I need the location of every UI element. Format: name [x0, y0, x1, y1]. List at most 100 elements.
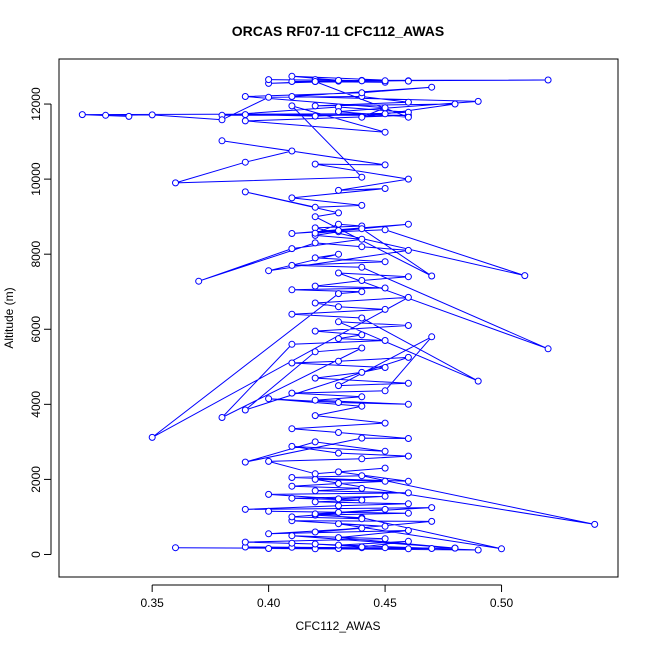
data-point — [288, 245, 296, 253]
data-point — [358, 331, 366, 339]
data-point — [311, 102, 319, 110]
data-point — [311, 160, 319, 168]
data-point — [311, 374, 319, 382]
data-point — [358, 77, 366, 85]
data-point — [335, 290, 342, 298]
data-point — [544, 76, 552, 84]
data-point — [335, 502, 342, 510]
data-point — [381, 522, 389, 530]
data-point — [358, 524, 366, 532]
data-point — [335, 357, 342, 365]
data-point — [381, 364, 389, 371]
data-point — [288, 359, 296, 367]
data-point — [335, 495, 342, 503]
data-point — [288, 147, 296, 155]
data-point — [381, 258, 389, 266]
data-point — [428, 504, 436, 512]
data-point — [311, 282, 319, 290]
data-point — [241, 188, 249, 196]
data-point — [311, 203, 319, 211]
data-point — [335, 220, 342, 228]
data-point — [335, 468, 342, 476]
data-point — [311, 396, 319, 404]
data-point — [358, 484, 366, 492]
data-point — [381, 337, 389, 344]
data-point — [265, 545, 273, 552]
data-point — [288, 194, 296, 202]
data-point — [521, 272, 529, 280]
data-point — [335, 508, 342, 516]
data-point — [125, 112, 133, 120]
data-point — [404, 489, 412, 497]
data-point — [218, 137, 226, 145]
data-point — [358, 368, 366, 376]
data-point — [311, 299, 319, 307]
data-point — [335, 335, 342, 343]
data-point — [404, 246, 412, 254]
data-point — [358, 314, 366, 322]
data-point — [288, 442, 296, 450]
data-point — [404, 77, 412, 85]
data-point — [404, 527, 412, 534]
data-point — [358, 393, 366, 401]
data-point — [404, 273, 412, 281]
data-point — [265, 76, 273, 84]
data-point — [241, 93, 249, 100]
data-point — [335, 480, 342, 487]
data-point — [404, 452, 412, 460]
data-point — [381, 419, 389, 427]
y-tick-label: 10000 — [29, 162, 43, 196]
data-point — [358, 263, 366, 271]
x-tick-label: 0.40 — [257, 596, 281, 610]
data-point — [381, 544, 389, 552]
data-point — [265, 490, 273, 498]
data-point — [358, 472, 366, 480]
data-point — [544, 345, 552, 353]
series-line — [82, 75, 595, 551]
data-point — [358, 277, 366, 284]
data-point — [358, 344, 366, 352]
data-point — [428, 545, 436, 552]
data-point — [404, 537, 412, 545]
data-point — [404, 545, 412, 553]
data-point — [404, 379, 412, 387]
data-point — [288, 494, 296, 502]
data-point — [335, 520, 342, 528]
data-point — [335, 382, 342, 390]
data-point — [358, 173, 366, 181]
data-point — [381, 128, 389, 136]
data-point — [404, 220, 412, 228]
data-point — [288, 310, 296, 318]
data-point — [311, 498, 319, 506]
data-point — [311, 239, 319, 247]
data-point — [335, 541, 342, 549]
data-point — [288, 389, 296, 397]
data-point — [335, 250, 342, 258]
data-point — [358, 89, 366, 97]
y-axis: 0 2000 4000 6000 8000 10000 12000 — [29, 87, 52, 558]
data-point — [474, 377, 482, 385]
data-point — [335, 303, 342, 311]
y-axis-label: Altitude (m) — [2, 287, 16, 348]
x-tick-label: 0.45 — [373, 596, 397, 610]
data-point — [358, 496, 366, 504]
data-point — [404, 435, 412, 442]
data-point — [241, 158, 249, 166]
data-point — [381, 492, 389, 500]
data-point — [404, 353, 412, 361]
data-point — [288, 425, 296, 433]
chart-title: ORCAS RF07-11 CFC112_AWAS — [232, 23, 444, 39]
data-point — [241, 111, 249, 119]
data-point — [148, 111, 156, 119]
data-point — [381, 387, 389, 395]
data-point — [265, 457, 273, 465]
data-point — [474, 97, 482, 105]
data-point — [381, 104, 389, 112]
data-point — [265, 530, 273, 538]
data-point — [311, 348, 319, 356]
data-point — [428, 333, 436, 341]
data-point — [428, 272, 436, 280]
data-point — [404, 322, 412, 329]
data-point — [288, 286, 296, 294]
data-point — [241, 458, 249, 466]
